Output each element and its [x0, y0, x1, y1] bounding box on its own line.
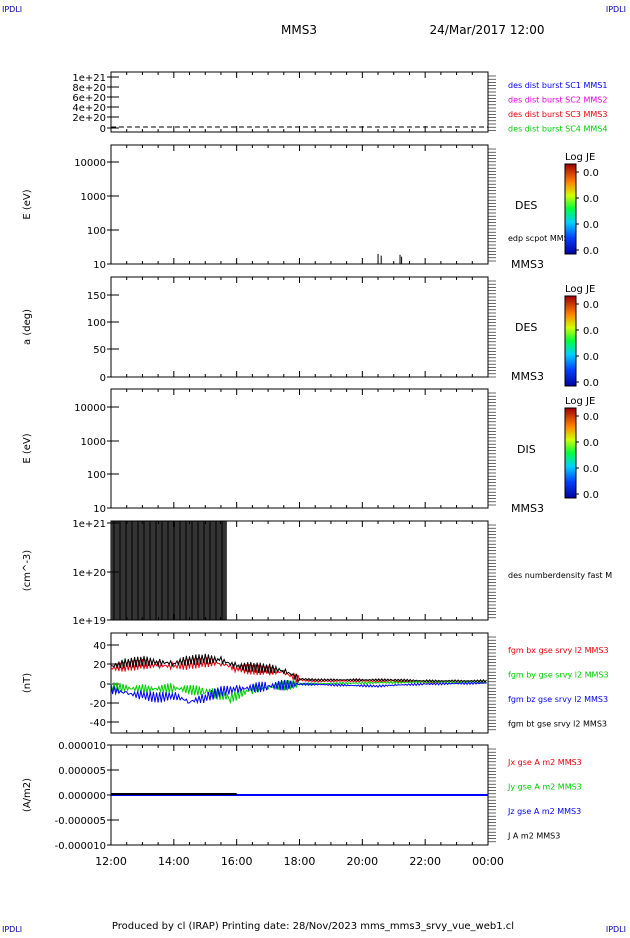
- y-tick-label: -0.000005: [55, 816, 106, 827]
- colorbar: [564, 163, 577, 255]
- legend-entry: Jz gse A m2 MMS3: [507, 807, 581, 816]
- x-tick-label: 22:00: [409, 855, 441, 868]
- y-tick-label: 0: [100, 124, 106, 135]
- y-tick-label: 0.000010: [58, 741, 106, 752]
- x-tick-label: 00:00: [472, 855, 504, 868]
- y-tick-label: 10000: [74, 403, 106, 414]
- y-tick-label: -20: [90, 699, 106, 710]
- density-trace: [110, 521, 227, 620]
- corner-label-tr: IPDLI: [606, 5, 626, 14]
- x-tick-label: 20:00: [346, 855, 378, 868]
- instrument-label: DES: [515, 199, 537, 212]
- panel-frame: [110, 144, 489, 265]
- y-tick-label: 1000: [81, 437, 106, 448]
- y-tick-label: 8e+20: [72, 83, 106, 94]
- y-tick-label: 1e+20: [72, 568, 106, 579]
- legend-entry: Jy gse A m2 MMS3: [507, 783, 582, 792]
- legend-entry: fgm bt gse srvy l2 MMS3: [508, 720, 607, 729]
- instrument-label: DES: [515, 321, 537, 334]
- colorbar-tick-label: 0.0: [583, 352, 599, 363]
- y-tick-label: 10: [93, 260, 106, 271]
- legend-entry: Jx gse A m2 MMS3: [507, 758, 582, 767]
- y-tick-label: 1e+21: [72, 519, 106, 530]
- spacecraft-label: MMS3: [511, 370, 544, 383]
- y-tick-label: 1e+21: [72, 73, 106, 84]
- y-tick-label: 10: [93, 504, 106, 515]
- y-tick-label: 6e+20: [72, 93, 106, 104]
- y-tick-label: 40: [93, 641, 106, 652]
- y-axis-label: a (deg): [22, 309, 33, 345]
- y-tick-label: 1000: [81, 192, 106, 203]
- corner-label-br: IPDLI: [606, 925, 626, 934]
- y-axis-label: E (eV): [22, 433, 33, 463]
- legend-entry: des dist burst SC4 MMS4: [508, 125, 607, 134]
- colorbar-tick-label: 0.0: [583, 246, 599, 257]
- y-tick-label: 0.000005: [58, 766, 106, 777]
- spacecraft-title: MMS3: [281, 23, 317, 37]
- date-title: 24/Mar/2017 12:00: [430, 23, 545, 37]
- y-tick-label: -40: [90, 718, 106, 729]
- panel-frame: [110, 276, 489, 378]
- colorbar-tick-label: 0.0: [583, 412, 599, 423]
- colorbar-tick-label: 0.0: [583, 378, 599, 389]
- colorbar-title: Log JE: [565, 284, 595, 295]
- y-tick-label: 100: [87, 226, 106, 237]
- y-tick-label: 100: [87, 318, 106, 329]
- colorbar-tick-label: 0.0: [583, 464, 599, 475]
- legend-entry: des dist burst SC3 MMS3: [508, 110, 607, 119]
- legend-entry: fgm by gse srvy l2 MMS3: [508, 671, 609, 680]
- x-tick-label: 18:00: [284, 855, 316, 868]
- y-tick-label: 10000: [74, 158, 106, 169]
- instrument-label: DIS: [517, 443, 536, 456]
- colorbar-title: Log JE: [565, 396, 595, 407]
- b-field-trace: [110, 679, 487, 705]
- colorbar-tick-label: 0.0: [583, 490, 599, 501]
- footer-text: Produced by cl (IRAP) Printing date: 28/…: [112, 921, 514, 932]
- colorbar: [564, 407, 577, 499]
- x-tick-label: 12:00: [95, 855, 127, 868]
- y-tick-label: -0.000010: [55, 841, 106, 852]
- x-tick-label: 14:00: [158, 855, 190, 868]
- b-field-trace: [110, 653, 487, 684]
- colorbar-tick-label: 0.0: [583, 438, 599, 449]
- colorbar-tick-label: 0.0: [583, 326, 599, 337]
- y-tick-label: 2e+20: [72, 113, 106, 124]
- spacecraft-label: MMS3: [511, 258, 544, 271]
- x-tick-label: 16:00: [221, 855, 253, 868]
- y-tick-label: 1e+19: [72, 616, 106, 627]
- panel-frame: [110, 388, 489, 509]
- corner-label-tl: IPDLI: [2, 5, 22, 14]
- y-axis-label: (nT): [22, 673, 33, 693]
- y-tick-label: 50: [93, 345, 106, 356]
- series-label: des numberdensity fast M: [508, 571, 612, 580]
- colorbar-tick-label: 0.0: [583, 300, 599, 311]
- y-tick-label: 20: [93, 660, 106, 671]
- colorbar-tick-label: 0.0: [583, 194, 599, 205]
- legend-entry: fgm bx gse srvy l2 MMS3: [508, 646, 609, 655]
- legend-entry: des dist burst SC2 MMS2: [508, 96, 607, 105]
- colorbar-tick-label: 0.0: [583, 168, 599, 179]
- colorbar: [564, 295, 577, 387]
- y-tick-label: 0.000000: [58, 791, 106, 802]
- colorbar-title: Log JE: [565, 152, 595, 163]
- y-tick-label: 100: [87, 470, 106, 481]
- y-tick-label: 150: [87, 291, 106, 302]
- y-tick-label: 0: [100, 680, 106, 691]
- legend-entry: J A m2 MMS3: [507, 832, 560, 841]
- b-field-trace: [110, 680, 487, 705]
- y-axis-label: E (eV): [22, 189, 33, 219]
- legend-entry: fgm bz gse srvy l2 MMS3: [508, 695, 608, 704]
- colorbar-tick-label: 0.0: [583, 220, 599, 231]
- y-axis-label: (cm^-3): [22, 550, 33, 591]
- legend-entry: des dist burst SC1 MMS1: [508, 81, 607, 90]
- corner-label-bl: IPDLI: [2, 925, 22, 934]
- panel-frame: [110, 71, 489, 133]
- y-tick-label: 4e+20: [72, 103, 106, 114]
- y-axis-label: (A/m2): [22, 778, 33, 812]
- y-tick-label: 0: [100, 373, 106, 384]
- spacecraft-label: MMS3: [511, 502, 544, 515]
- scpot-label: edp scpot MMS3: [508, 234, 574, 243]
